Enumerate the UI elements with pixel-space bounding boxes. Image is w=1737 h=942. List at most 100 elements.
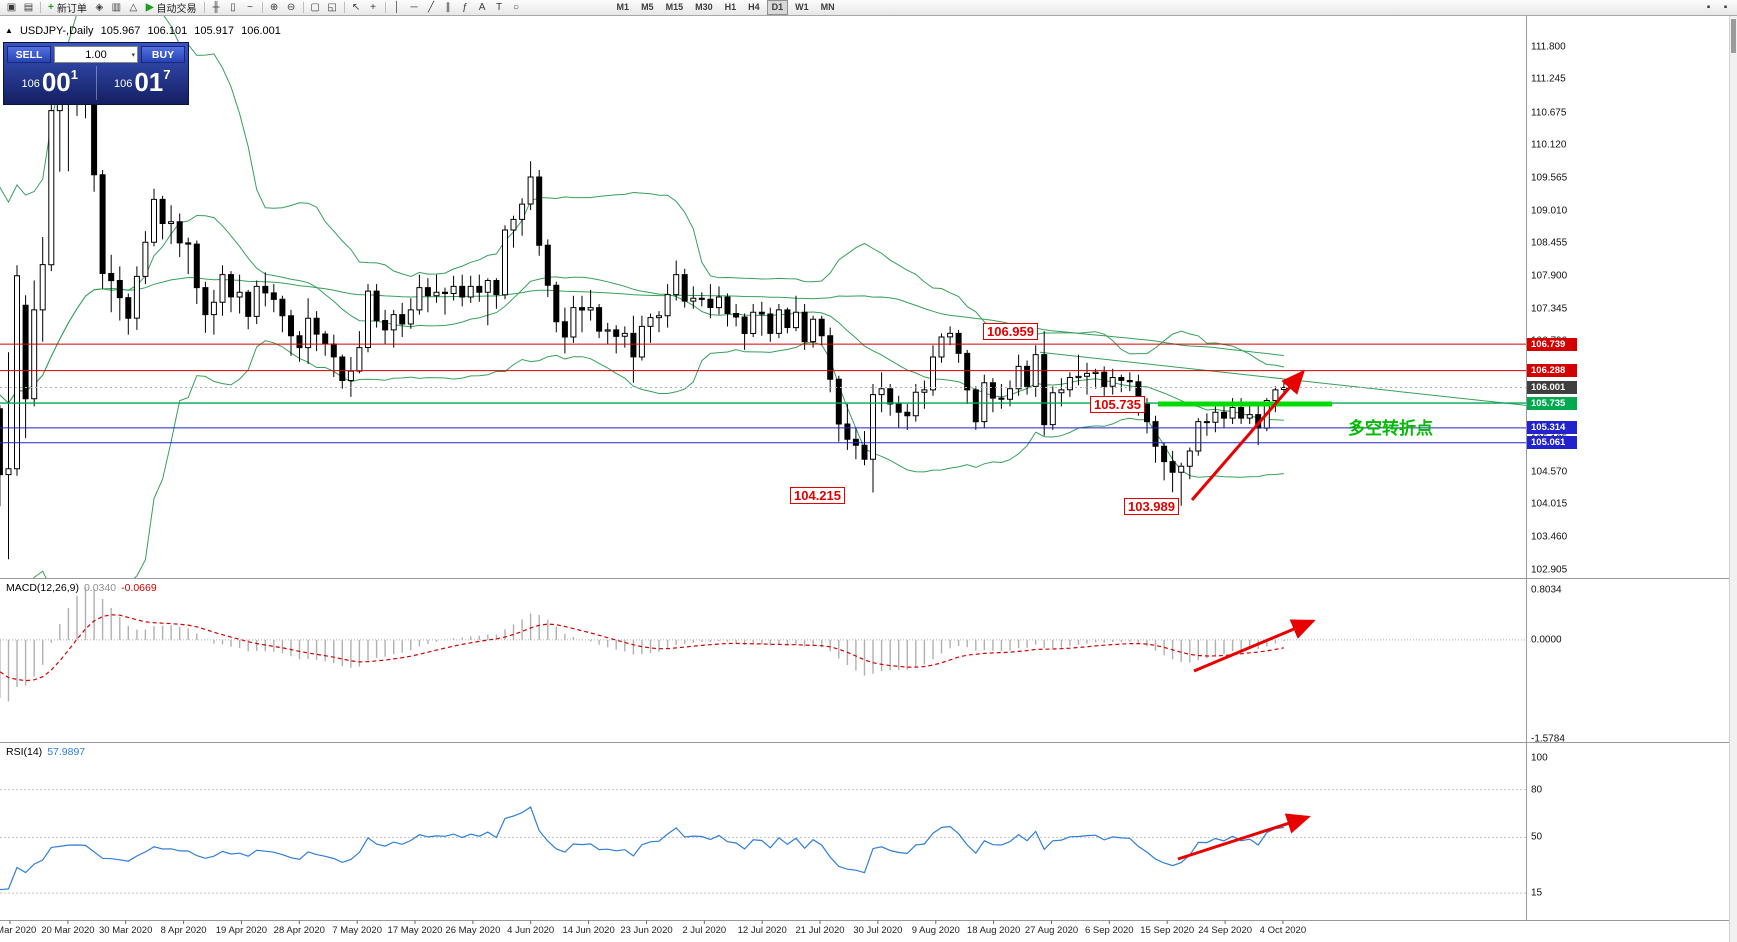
- scrollbar-thumb[interactable]: [1731, 19, 1736, 53]
- navigator-icon[interactable]: ◈: [95, 1, 104, 13]
- buy-price-pip: 7: [163, 67, 171, 82]
- horizontal-line-tool-icon[interactable]: ─: [410, 1, 418, 13]
- timeframe-m1[interactable]: M1: [616, 2, 630, 12]
- trendline-tool-icon[interactable]: ╱: [428, 1, 435, 13]
- toolbar-separator: [40, 2, 41, 13]
- auto-arrange-icon[interactable]: ▢: [310, 1, 320, 13]
- toolbar-overflow-1-icon[interactable]: ▪: [1706, 1, 1711, 13]
- price-panel[interactable]: [0, 0, 1535, 649]
- strategy-tester-icon[interactable]: △: [129, 1, 138, 13]
- price-axis-label: 108.455: [1531, 237, 1568, 249]
- price-tag-105.061: 105.061: [1527, 436, 1577, 450]
- price-axis-label: 109.565: [1531, 172, 1568, 184]
- timeframe-m15[interactable]: M15: [665, 2, 684, 12]
- macd-panel[interactable]: [0, 587, 1526, 702]
- oneclick-collapse-icon[interactable]: ▲: [5, 26, 13, 35]
- sell-price-pip: 1: [70, 67, 78, 82]
- price-axis-label: 111.245: [1531, 73, 1566, 85]
- timeframe-w1[interactable]: W1: [795, 2, 809, 12]
- timeframe-mn[interactable]: MN: [820, 2, 835, 12]
- volume-value: 1.00: [85, 48, 107, 61]
- price-axis-label: 111.800: [1531, 41, 1566, 52]
- sell-button[interactable]: SELL: [7, 46, 51, 63]
- terminal-icon[interactable]: ▥: [111, 1, 122, 13]
- trend-arrow-2[interactable]: [1193, 619, 1316, 673]
- vertical-line-tool-icon[interactable]: │: [393, 1, 401, 13]
- new-order-icon: +: [48, 2, 54, 13]
- price-tag-105.735: 105.735: [1527, 396, 1577, 410]
- time-axis-label: 30 Mar 2020: [99, 925, 153, 936]
- sell-price-prefix: 106: [21, 78, 40, 90]
- time-axis-label: 26 May 2020: [445, 925, 501, 936]
- toolbar-separator: [203, 2, 205, 13]
- time-axis-label: 4 Oct 2020: [1259, 925, 1307, 936]
- volume-dropdown-icon[interactable]: ▾: [131, 51, 135, 59]
- time-axis-label: 27 Aug 2020: [1024, 925, 1079, 936]
- price-callout[interactable]: 104.215: [790, 487, 845, 504]
- rsi-axis-label: 50: [1531, 831, 1543, 843]
- timeframe-toolbar: M1 M5 M15 M30 H1 H4 D1 W1 MN: [611, 0, 841, 15]
- buy-price-big: 01: [134, 67, 164, 97]
- price-callout[interactable]: 103.989: [1124, 498, 1179, 515]
- shapes-tool-icon[interactable]: ○: [513, 1, 520, 13]
- ohlc-open: 105.967: [100, 25, 141, 37]
- profiles-icon[interactable]: ▤: [23, 1, 34, 13]
- time-axis-label: 28 Apr 2020: [273, 925, 325, 936]
- macd-signal-line: [0, 614, 1285, 682]
- line-chart-type-icon[interactable]: ~: [247, 1, 253, 13]
- autotrade-button[interactable]: ▶ 自动交易: [142, 1, 201, 15]
- trend-arrow-3[interactable]: [1177, 813, 1311, 861]
- price-axis-label: 103.460: [1531, 531, 1568, 543]
- buy-button[interactable]: BUY: [141, 46, 185, 63]
- channel-tool-icon[interactable]: ∥: [445, 1, 451, 13]
- crosshair-tool-icon[interactable]: +: [370, 1, 376, 13]
- time-axis-label: 30 Jul 2020: [853, 925, 903, 936]
- new-chart-icon[interactable]: ▣: [6, 1, 17, 13]
- price-tag-106.288: 106.288: [1527, 364, 1577, 378]
- time-axis-label: 17 May 2020: [387, 925, 443, 936]
- rsi-axis-label: 100: [1531, 752, 1548, 764]
- price-axis-label: 110.675: [1531, 107, 1567, 119]
- time-axis-label: 2 Jul 2020: [682, 925, 727, 936]
- buy-price-prefix: 106: [113, 78, 133, 90]
- buy-price-button[interactable]: 106 01 7: [97, 64, 189, 102]
- trend-arrow-1[interactable]: [1190, 369, 1305, 501]
- price-axis-label: 107.900: [1531, 270, 1568, 282]
- macd-main-value: 0.0340: [83, 582, 117, 594]
- volume-input[interactable]: 1.00 ▾: [54, 46, 138, 63]
- label-tool-icon[interactable]: T: [495, 1, 503, 13]
- rsi-name: RSI(14): [6, 746, 43, 758]
- new-order-button[interactable]: + 新订单: [44, 1, 91, 15]
- rsi-line: [0, 806, 1284, 891]
- chart-title: ▲ USDJPY-,Daily 105.967 106.101 105.917 …: [5, 25, 285, 37]
- timeframe-h4[interactable]: H4: [748, 2, 760, 12]
- price-callout[interactable]: 106.959: [983, 323, 1038, 340]
- zoom-out-icon[interactable]: ⊖: [286, 1, 296, 13]
- rsi-panel[interactable]: [0, 789, 1526, 917]
- text-tool-icon[interactable]: A: [478, 1, 486, 13]
- timeframe-h1[interactable]: H1: [724, 2, 737, 12]
- cursor-tool-icon[interactable]: ↖: [351, 1, 361, 13]
- time-axis-label: 20 Mar 2020: [41, 925, 95, 936]
- one-click-trading-panel: SELL 1.00 ▾ BUY 106 00 1 106 01 7: [3, 42, 189, 105]
- toolbar-overflow-2-icon[interactable]: ▪: [1723, 1, 1728, 13]
- fibonacci-tool-icon[interactable]: ƒ: [462, 1, 468, 13]
- timeframe-m5[interactable]: M5: [641, 2, 654, 12]
- symbol-period-label: USDJPY-,Daily: [19, 25, 94, 37]
- timeframe-m30[interactable]: M30: [695, 2, 713, 12]
- tile-windows-icon[interactable]: ◱: [327, 1, 337, 13]
- chinese-annotation[interactable]: 多空转折点: [1348, 419, 1433, 438]
- sell-price-button[interactable]: 106 00 1: [4, 64, 96, 102]
- autotrade-label: 自动交易: [156, 4, 197, 15]
- vertical-scrollbar[interactable]: [1729, 16, 1737, 942]
- candles-chart-type-icon[interactable]: ▯: [230, 1, 236, 13]
- time-axis-label: 18 Aug 2020: [966, 925, 1021, 936]
- macd-name: MACD(12,26,9): [6, 582, 79, 594]
- timeframe-d1[interactable]: D1: [766, 0, 789, 15]
- zoom-in-icon[interactable]: ⊕: [269, 1, 279, 13]
- macd-axis-label: 0.0000: [1531, 634, 1562, 646]
- bars-chart-type-icon[interactable]: ╫: [212, 1, 220, 13]
- price-callout[interactable]: 105.735: [1090, 396, 1145, 413]
